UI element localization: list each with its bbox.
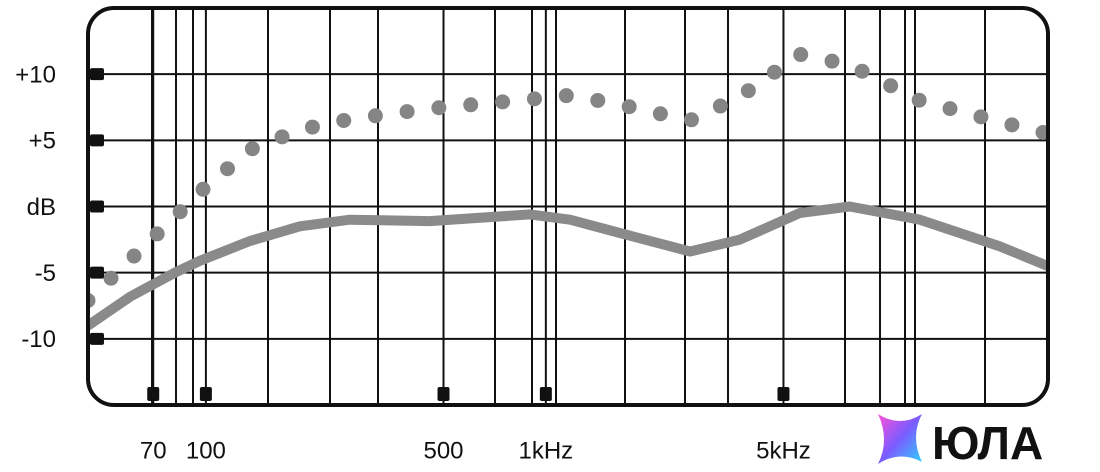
y-tick-mark [90, 266, 104, 279]
y-tick-label: -10 [21, 326, 56, 353]
y-tick-mark [90, 332, 104, 345]
x-tick-label: 1kHz [519, 437, 574, 464]
series-line [88, 201, 1048, 331]
y-tick-label: -5 [35, 260, 56, 287]
plot-area [88, 46, 1048, 331]
x-tick-label: 500 [423, 437, 463, 464]
y-tick-mark [90, 68, 104, 81]
y-tick-label: dB [27, 194, 56, 221]
x-tick-label: 5kHz [756, 437, 811, 464]
x-tick-label: 100 [186, 437, 226, 464]
x-tick-mark [437, 387, 450, 401]
y-tick-label: +5 [29, 128, 56, 155]
logo: ЮЛА [878, 414, 1043, 469]
series-line [88, 46, 1048, 308]
x-tick-mark [199, 387, 212, 401]
y-tick-mark [90, 200, 104, 213]
x-tick-mark [777, 387, 790, 401]
x-tick-mark [147, 387, 160, 401]
x-tick-mark [539, 387, 552, 401]
logo-icon [878, 414, 922, 464]
x-tick-label: 70 [140, 437, 167, 464]
logo-text: ЮЛА [932, 417, 1043, 469]
plot-frame [86, 6, 1050, 407]
y-tick-mark [90, 134, 104, 147]
y-tick-label: +10 [15, 62, 56, 89]
grid [88, 8, 1048, 405]
